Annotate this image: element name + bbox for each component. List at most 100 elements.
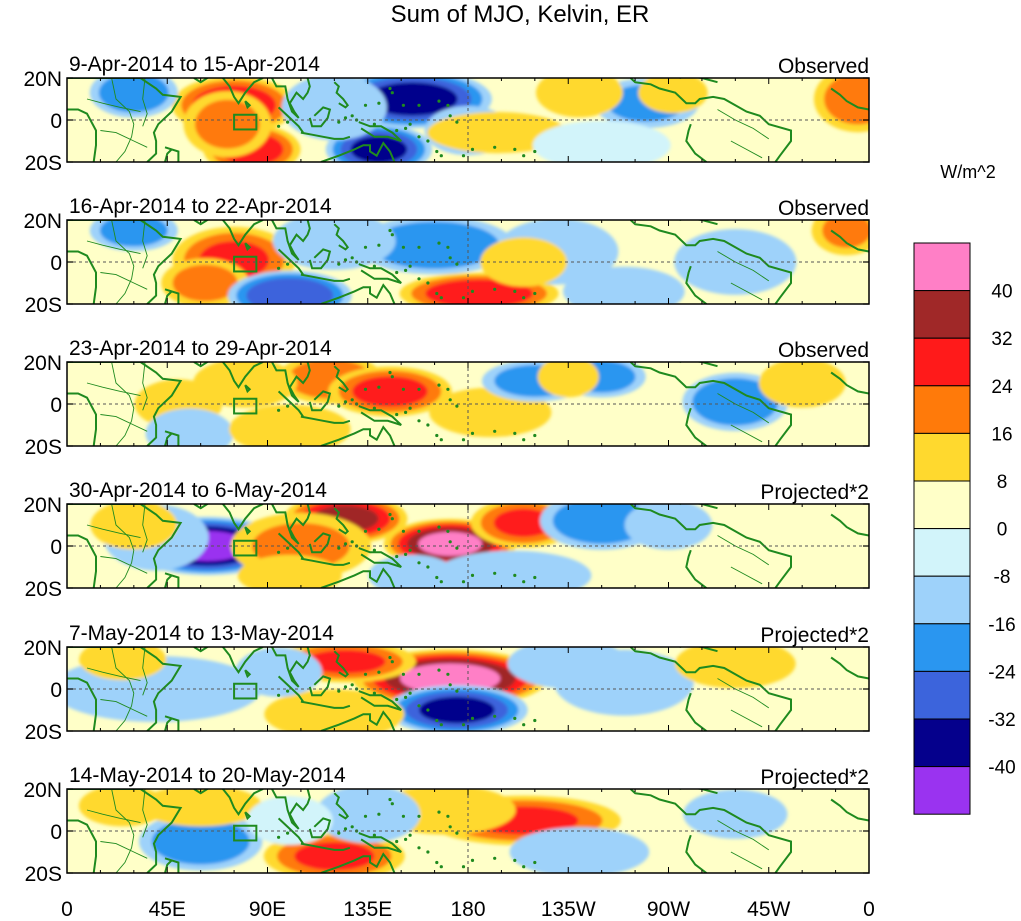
island <box>401 245 405 249</box>
coastlines <box>67 78 869 162</box>
island <box>533 718 537 723</box>
coastline <box>164 288 180 304</box>
island <box>377 527 381 531</box>
country-border <box>86 240 141 255</box>
island <box>372 833 376 837</box>
island <box>533 149 537 154</box>
colorbar-segment <box>913 623 971 672</box>
island <box>513 431 517 435</box>
island <box>404 268 408 272</box>
colorbar-segment <box>913 766 971 815</box>
colorbar-segment <box>913 480 971 530</box>
coastline <box>685 692 707 731</box>
island <box>533 291 537 296</box>
island <box>470 147 475 151</box>
contour-level <box>822 220 869 248</box>
country-border <box>86 524 141 539</box>
island <box>350 398 354 402</box>
chart-title: Sum of MJO, Kelvin, ER <box>391 1 650 28</box>
island <box>277 550 281 554</box>
island <box>404 695 408 700</box>
contour-level <box>456 398 524 426</box>
island <box>439 438 443 442</box>
island <box>437 241 441 245</box>
country-border <box>111 789 135 873</box>
island <box>522 296 526 300</box>
panels: 20N 0 20S 9-Apr-2014 to 15-Apr-2014 Observed… <box>23 53 870 886</box>
island <box>455 404 459 408</box>
coastline <box>300 842 351 851</box>
island <box>408 264 412 268</box>
anomaly-blob-5 <box>355 220 514 275</box>
country-border <box>100 414 148 432</box>
anomaly-blob-6 <box>281 78 387 141</box>
coastlines <box>67 647 869 731</box>
coastline <box>629 789 792 873</box>
anomaly-blob-11 <box>193 362 298 408</box>
reference-box <box>233 113 258 131</box>
anomaly-blob-12 <box>563 266 685 304</box>
reference-box <box>233 539 258 557</box>
y-tick-label: 20N <box>23 68 62 91</box>
country-border <box>111 362 135 446</box>
island <box>277 693 281 697</box>
coastline <box>67 534 97 588</box>
contour-level <box>375 385 405 398</box>
island <box>408 691 412 695</box>
country-border <box>111 504 135 588</box>
island <box>513 858 517 863</box>
panel-date-range: 14-May-2014 to 20-May-2014 <box>69 764 346 787</box>
island <box>401 387 405 391</box>
x-tick-label: 0 <box>863 898 875 921</box>
reference-box <box>233 824 258 842</box>
island <box>390 233 394 237</box>
coastline <box>308 532 332 554</box>
island <box>446 387 450 391</box>
island <box>439 296 443 300</box>
island <box>461 865 466 869</box>
island <box>493 571 497 575</box>
island <box>343 400 348 404</box>
coastline <box>358 263 402 284</box>
panel-5: 20N 0 20S 7-May-2014 to 13-May-2014 Projecte… <box>23 622 870 744</box>
island <box>388 86 392 91</box>
island <box>439 580 443 584</box>
panel-label: Observed <box>778 339 869 362</box>
island <box>493 287 497 291</box>
coastline <box>67 504 183 588</box>
island <box>363 672 368 676</box>
coastline <box>320 852 396 873</box>
island <box>277 124 281 128</box>
island <box>350 256 354 260</box>
y-tick-label: 20N <box>23 352 62 375</box>
anomaly-blob-10 <box>674 647 796 689</box>
island <box>395 412 399 417</box>
country-border <box>730 709 763 728</box>
anomaly-blob-5 <box>139 789 262 827</box>
island <box>461 723 466 727</box>
island <box>493 856 497 860</box>
panel-date-range: 7-May-2014 to 13-May-2014 <box>69 622 334 645</box>
island <box>455 120 459 124</box>
island <box>337 120 341 124</box>
island <box>470 573 475 578</box>
country-border <box>142 220 148 269</box>
contour-level <box>839 84 869 114</box>
anomaly-field <box>134 362 846 446</box>
contour-level <box>444 284 514 303</box>
contour-level <box>437 539 463 549</box>
contour-level <box>387 89 438 109</box>
country-border <box>86 382 141 397</box>
contour-level <box>159 416 220 446</box>
island <box>404 410 408 414</box>
coastline <box>629 78 792 162</box>
island <box>363 103 368 107</box>
coastline <box>193 789 264 817</box>
coastlines <box>67 362 869 446</box>
coastline <box>244 526 252 536</box>
panel-label: Projected*2 <box>760 766 869 789</box>
island <box>448 683 452 687</box>
panel-label: Observed <box>778 197 869 220</box>
y-tick-label: 20S <box>25 152 62 175</box>
island <box>417 846 421 850</box>
